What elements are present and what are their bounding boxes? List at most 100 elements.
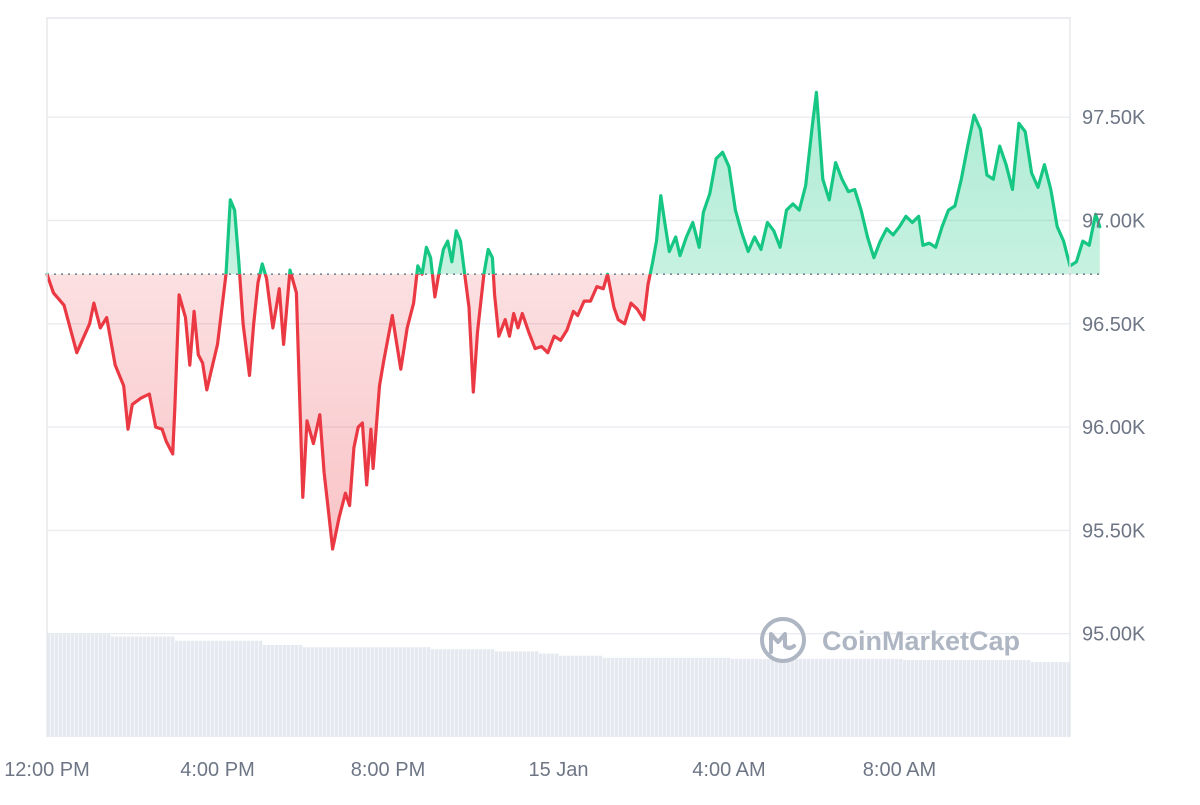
volume-bar	[627, 657, 631, 737]
volume-bar	[175, 640, 179, 737]
volume-bar	[667, 657, 671, 737]
y-tick-label: 96.50K	[1082, 314, 1146, 336]
volume-bar	[691, 657, 695, 737]
volume-bar	[395, 647, 399, 737]
volume-bar	[427, 647, 431, 737]
volume-bar	[955, 659, 959, 737]
volume-bar	[443, 649, 447, 737]
volume-bar	[211, 640, 215, 737]
volume-bar	[659, 657, 663, 737]
volume-bar	[191, 640, 195, 737]
volume-bar	[127, 636, 131, 737]
price-line-down	[45, 274, 652, 551]
volume-bar	[735, 658, 739, 737]
volume-bar	[487, 649, 491, 737]
volume-bar	[59, 634, 63, 737]
volume-bar	[919, 659, 923, 737]
volume-bar	[87, 634, 91, 737]
volume-bar	[719, 657, 723, 737]
volume-bar	[555, 653, 559, 737]
volume-bar	[247, 640, 251, 737]
volume-bar	[283, 644, 287, 737]
volume-bar	[79, 634, 83, 737]
volume-bar	[271, 644, 275, 737]
volume-bar	[655, 657, 659, 737]
volume-bar	[1059, 662, 1063, 737]
volume-bar	[563, 655, 567, 737]
volume-bar	[995, 659, 999, 737]
volume-bar	[299, 644, 303, 737]
watermark-text: CoinMarketCap	[822, 626, 1020, 656]
volume-bar	[403, 647, 407, 737]
volume-bar	[163, 636, 167, 737]
x-tick-label: 8:00 PM	[351, 759, 425, 781]
volume-bar	[147, 636, 151, 737]
volume-bar	[139, 636, 143, 737]
volume-bar	[723, 657, 727, 737]
volume-bar	[979, 659, 983, 737]
volume-bar	[131, 636, 135, 737]
volume-bar	[227, 640, 231, 737]
volume-bar	[1019, 659, 1023, 737]
volume-bar	[899, 658, 903, 737]
volume-bar	[391, 647, 395, 737]
volume-bar	[647, 657, 651, 737]
volume-bar	[571, 655, 575, 737]
volume-bar	[727, 657, 731, 737]
volume-bar	[847, 658, 851, 737]
volume-bar	[999, 659, 1003, 737]
volume-bar	[799, 658, 803, 737]
volume-bar	[879, 658, 883, 737]
volume-bar	[759, 658, 763, 737]
volume-bar	[843, 658, 847, 737]
y-tick-label: 97.00K	[1082, 210, 1146, 232]
y-tick-label: 95.00K	[1082, 624, 1146, 646]
area-below-baseline	[47, 274, 1100, 549]
volume-bar	[1007, 659, 1011, 737]
volume-bar	[103, 634, 107, 737]
volume-bar	[971, 659, 975, 737]
volume-bar	[231, 640, 235, 737]
volume-bar	[823, 658, 827, 737]
volume-bar	[951, 659, 955, 737]
grid-lines	[47, 116, 1070, 635]
volume-bar	[931, 659, 935, 737]
volume-bar	[983, 659, 987, 737]
volume-bar	[539, 653, 543, 737]
volume-bar	[603, 657, 607, 737]
volume-bar	[303, 647, 307, 737]
y-tick-label: 97.50K	[1082, 107, 1146, 129]
volume-bar	[803, 658, 807, 737]
volume-bar	[371, 647, 375, 737]
volume-bar	[207, 640, 211, 737]
volume-bar	[255, 640, 259, 737]
volume-bar	[143, 636, 147, 737]
price-line-up	[45, 90, 1102, 275]
volume-bar	[351, 647, 355, 737]
volume-bar	[263, 644, 267, 737]
volume-bar	[639, 657, 643, 737]
volume-bar	[927, 659, 931, 737]
volume-bar	[499, 651, 503, 737]
volume-bar	[503, 651, 507, 737]
volume-bar	[259, 640, 263, 737]
volume-bar	[399, 647, 403, 737]
volume-bar	[715, 657, 719, 737]
volume-bar	[347, 647, 351, 737]
volume-bar	[679, 657, 683, 737]
volume-bar	[611, 657, 615, 737]
volume-bar	[739, 658, 743, 737]
volume-bar	[643, 657, 647, 737]
volume-bar	[1023, 659, 1027, 737]
volume-bar	[379, 647, 383, 737]
volume-bar	[587, 655, 591, 737]
volume-bar	[47, 634, 51, 737]
volume-bar	[463, 649, 467, 737]
volume-bar	[55, 634, 59, 737]
volume-bar	[1047, 662, 1051, 737]
volume-bar	[1051, 662, 1055, 737]
volume-bar	[903, 659, 907, 737]
volume-bar	[559, 655, 563, 737]
volume-bar	[199, 640, 203, 737]
